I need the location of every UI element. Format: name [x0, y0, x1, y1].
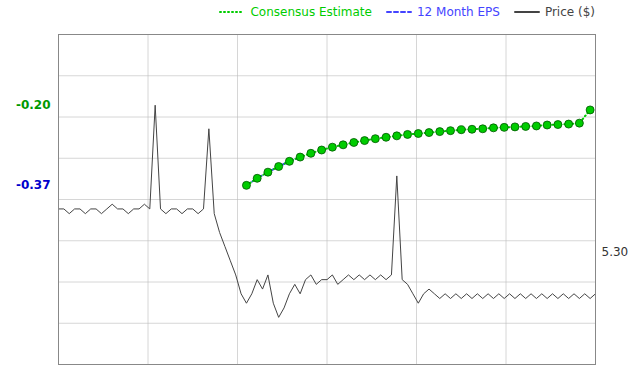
svg-text:5.30: 5.30	[602, 245, 629, 259]
svg-text:-0.37: -0.37	[16, 178, 51, 192]
html-text:Consensus Estimate: Consensus Estimate	[250, 5, 372, 19]
svg-text:-0.20: -0.20	[16, 98, 51, 112]
html-text:12 Month EPS: 12 Month EPS	[417, 5, 500, 19]
html-text:Price ($): Price ($)	[544, 5, 595, 19]
